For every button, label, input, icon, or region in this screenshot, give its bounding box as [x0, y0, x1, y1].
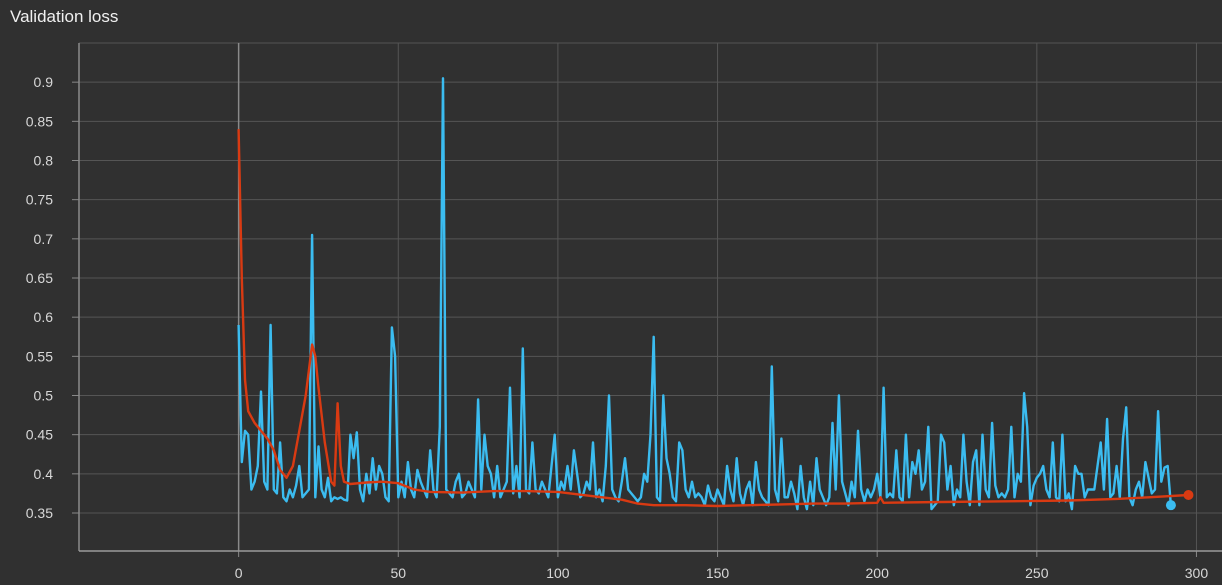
smoothed-series-end-point	[1183, 489, 1194, 500]
x-tick-label: 100	[546, 565, 570, 581]
y-tick-label: 0.55	[26, 348, 53, 364]
x-tick-label: 0	[235, 565, 243, 581]
chart-title: Validation loss	[10, 7, 119, 26]
x-tick-label: 250	[1025, 565, 1049, 581]
raw-series-end-point	[1165, 500, 1176, 511]
y-tick-label: 0.45	[26, 427, 53, 443]
series-lines	[237, 77, 1194, 511]
y-tick-label: 0.9	[34, 74, 54, 90]
axes: 0.35 0.4 0.45 0.5 0.55 0.6 0.65 0.7 0.75 0.8 0.85 0…	[26, 43, 1222, 581]
y-tick-label: 0.7	[34, 231, 54, 247]
y-tick-label: 0.75	[26, 192, 53, 208]
grid	[79, 42, 1222, 551]
x-tick-label: 300	[1185, 565, 1209, 581]
raw-series-line	[237, 77, 1173, 511]
y-tick-label: 0.5	[34, 388, 54, 404]
y-tick-label: 0.35	[26, 505, 53, 521]
y-tick-label: 0.6	[34, 309, 54, 325]
x-tick-label: 50	[390, 565, 406, 581]
y-tick-label: 0.4	[34, 466, 54, 482]
y-tick-label: 0.85	[26, 113, 53, 129]
x-tick-label: 200	[866, 565, 890, 581]
y-tick-label: 0.65	[26, 270, 53, 286]
smoothed-series-line	[237, 129, 1189, 508]
y-tick-label: 0.8	[34, 153, 54, 169]
x-tick-label: 150	[706, 565, 730, 581]
